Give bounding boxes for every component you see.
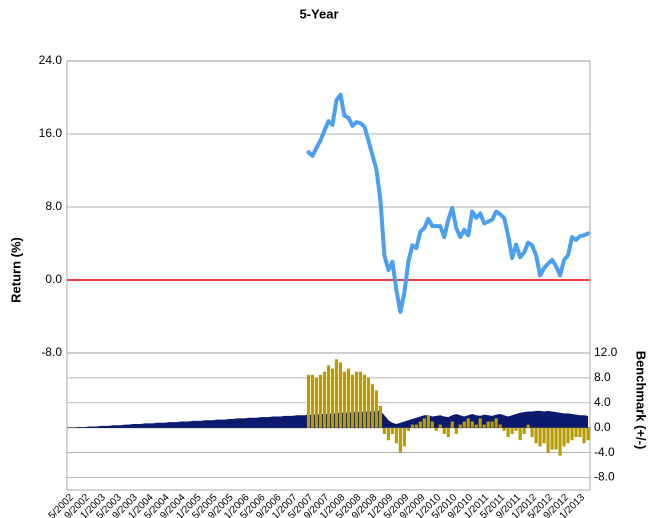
bar <box>322 371 327 428</box>
bar <box>434 427 438 431</box>
bar <box>570 427 574 441</box>
y2-axis-label: Benchmark (+/-) <box>634 351 649 450</box>
chart-title: 5-Year <box>299 6 338 21</box>
y-tick-label: 8.0 <box>45 199 62 213</box>
bar <box>390 427 394 434</box>
bar <box>382 427 386 434</box>
y-axis-label: Return (%) <box>8 237 23 303</box>
bar <box>526 424 530 428</box>
bar <box>554 427 558 450</box>
bar <box>562 427 566 447</box>
bar <box>334 359 339 428</box>
y-tick-label: -8.0 <box>41 345 62 359</box>
bar <box>306 374 311 428</box>
bar <box>438 424 442 428</box>
bar <box>454 427 458 434</box>
y2-tick-label: 8.0 <box>594 370 611 384</box>
bar <box>402 427 406 447</box>
bar <box>490 421 494 428</box>
bar <box>542 427 546 444</box>
bar <box>362 374 367 428</box>
bar <box>466 418 470 428</box>
bar <box>330 368 335 428</box>
bar <box>478 418 482 428</box>
bar <box>378 405 382 428</box>
bar <box>470 421 474 428</box>
bar <box>394 427 398 444</box>
bar <box>426 415 430 428</box>
bar <box>522 427 526 434</box>
bar <box>374 390 379 428</box>
bar <box>458 424 462 428</box>
bar <box>442 427 446 434</box>
bar <box>530 427 534 438</box>
bar <box>498 424 502 428</box>
bar <box>314 377 319 428</box>
line-series <box>306 92 590 314</box>
bar <box>506 427 510 438</box>
bar <box>418 421 422 428</box>
bar <box>406 427 410 431</box>
bar <box>462 421 466 428</box>
bar <box>538 427 542 447</box>
bar <box>566 427 570 444</box>
bar <box>430 421 434 428</box>
bar <box>486 421 490 428</box>
bar <box>422 418 426 428</box>
bar <box>398 427 402 453</box>
bar <box>370 384 375 428</box>
y2-tick-label: 12.0 <box>594 345 618 359</box>
y2-tick-label: -8.0 <box>594 470 615 484</box>
y-tick-label: 16.0 <box>39 126 63 140</box>
bar <box>450 421 454 428</box>
bar <box>482 424 486 428</box>
bar <box>558 427 562 456</box>
bar <box>338 362 343 428</box>
bar <box>410 424 414 428</box>
bar <box>346 368 351 428</box>
bar <box>534 427 538 444</box>
bar <box>354 371 359 428</box>
bar <box>502 427 506 431</box>
bar <box>342 371 347 428</box>
y-tick-label: 24.0 <box>39 53 63 67</box>
bar <box>514 427 518 431</box>
bar <box>318 374 323 428</box>
bar <box>574 427 578 438</box>
bar <box>510 427 514 434</box>
bar <box>326 365 331 428</box>
bar <box>494 418 498 428</box>
bar <box>474 424 478 428</box>
bar <box>386 427 390 441</box>
y-tick-label: 0.0 <box>45 272 62 286</box>
bar <box>358 371 363 428</box>
y2-tick-label: -4.0 <box>594 445 615 459</box>
bar <box>578 427 582 438</box>
bar <box>546 427 550 453</box>
bar <box>414 424 418 428</box>
bar <box>310 374 315 428</box>
y2-tick-label: 4.0 <box>594 395 611 409</box>
bar <box>366 377 371 428</box>
bar <box>350 374 355 428</box>
bar <box>550 427 554 450</box>
bar <box>446 427 450 438</box>
bar <box>582 427 586 444</box>
y2-tick-label: 0.0 <box>594 420 611 434</box>
bar <box>518 427 522 441</box>
bar <box>586 427 590 441</box>
